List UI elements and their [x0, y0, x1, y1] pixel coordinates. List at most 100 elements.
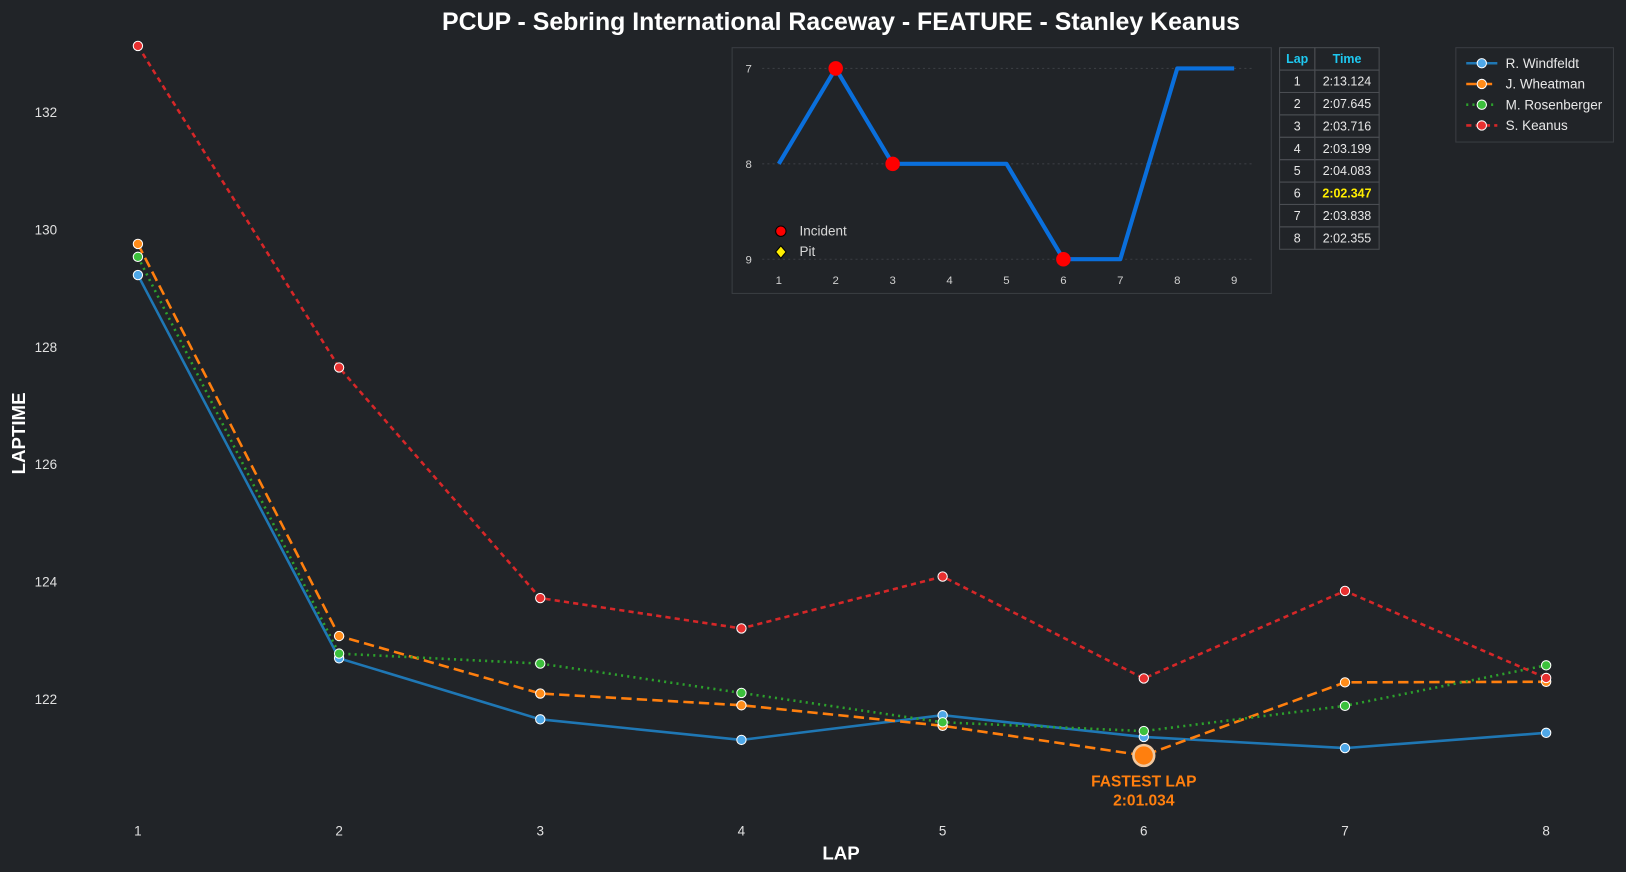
inset-x-tick: 4 [946, 275, 952, 287]
lap-time-cell: 2:07.645 [1323, 97, 1371, 111]
data-point [535, 592, 546, 604]
data-point [1339, 700, 1351, 712]
table-row: 4 2:03.199 [1279, 136, 1380, 161]
legend-entry: S. Keanus [1466, 118, 1568, 133]
lap-time-cell: 2:13.124 [1323, 75, 1371, 89]
lap-time-cell: 2:02.355 [1323, 231, 1371, 245]
incident-marker [828, 61, 843, 76]
lap-number-cell: 2 [1294, 97, 1301, 111]
lap-number-cell: 7 [1294, 209, 1301, 223]
inset-x-tick: 7 [1117, 275, 1123, 287]
series-line [136, 274, 1547, 750]
inset-x-tick: 1 [776, 275, 782, 287]
data-point [736, 700, 747, 711]
data-point [1540, 660, 1552, 671]
fastest-lap-marker [1132, 743, 1156, 768]
legend-entry: R. Windfeldt [1466, 56, 1579, 71]
legend-label: J. Wheatman [1506, 77, 1585, 92]
legend-label: S. Keanus [1506, 118, 1568, 133]
legend-marker [1476, 78, 1487, 90]
incident-legend-label: Incident [800, 223, 847, 238]
data-point [1138, 725, 1149, 737]
series-line [136, 45, 1547, 680]
data-point [1138, 673, 1149, 684]
legend-label: R. Windfeldt [1506, 56, 1580, 71]
inset-y-tick: 7 [746, 64, 752, 76]
data-point [736, 687, 747, 699]
y-tick-label: 130 [35, 222, 57, 237]
table-row: 7 2:03.838 [1279, 203, 1380, 228]
data-point [1339, 677, 1351, 688]
data-point [736, 734, 747, 746]
legend-marker [1476, 58, 1487, 69]
data-point [132, 269, 144, 281]
inset-x-tick: 5 [1003, 275, 1009, 287]
lap-number-cell: 5 [1294, 164, 1301, 178]
y-tick-label: 132 [35, 105, 57, 120]
legend-label: M. Rosenberger [1506, 97, 1603, 112]
pit-legend-icon [774, 244, 787, 259]
series-line [136, 256, 1547, 733]
x-tick-label: 3 [537, 824, 545, 839]
legend-entry: M. Rosenberger [1466, 97, 1603, 112]
x-axis-label: LAP [822, 843, 859, 864]
lap-time-cell: 2:04.083 [1323, 164, 1371, 178]
table-row: 3 2:03.716 [1279, 114, 1380, 138]
inset-x-tick: 6 [1060, 275, 1066, 287]
y-tick-label: 124 [35, 575, 58, 590]
x-tick-label: 1 [134, 824, 142, 839]
series-j-wheatman [132, 238, 1552, 761]
position-line [777, 66, 1235, 262]
legend-marker [1476, 120, 1487, 131]
data-point [535, 714, 546, 725]
y-tick-label: 126 [35, 457, 57, 472]
position-inset: 7 8 9 1 2 3 4 5 6 7 8 9 Incident Pit [731, 47, 1272, 294]
data-point [937, 571, 948, 582]
lap-number-cell: 3 [1294, 119, 1301, 133]
x-tick-label: 6 [1140, 824, 1148, 839]
legend-marker [1476, 99, 1487, 110]
data-point [333, 630, 345, 642]
inset-x-tick: 9 [1231, 275, 1237, 287]
incident-legend-icon [775, 225, 787, 237]
lap-number-cell: 6 [1294, 187, 1301, 201]
data-point [1339, 585, 1351, 597]
table-row: 1 2:13.124 [1279, 69, 1380, 94]
x-tick-label: 8 [1542, 824, 1550, 839]
data-point [535, 658, 546, 669]
x-tick-label: 2 [335, 824, 343, 839]
table-row: 5 2:04.083 [1279, 159, 1380, 183]
fastest-lap-label: FASTEST LAP [1091, 774, 1196, 791]
table-row: 8 2:02.355 [1279, 226, 1380, 250]
legend: R. Windfeldt J. Wheatman M. Rosenberger S. … [1455, 47, 1614, 143]
lap-time-cell: 2:03.838 [1323, 209, 1371, 223]
data-point [1540, 672, 1552, 684]
data-point [1540, 727, 1552, 739]
table-header: Lap [1286, 52, 1309, 66]
table-row: 6 2:02.347 [1279, 181, 1380, 205]
data-point [1339, 742, 1351, 754]
data-point [535, 688, 546, 699]
series-s-keanus [132, 40, 1552, 684]
legend-entry: J. Wheatman [1466, 77, 1585, 92]
x-tick-label: 4 [738, 824, 746, 839]
lap-time-cell: 2:03.716 [1323, 119, 1371, 133]
table-row: 2 2:07.645 [1279, 91, 1380, 116]
lap-time-cell: 2:03.199 [1323, 142, 1371, 156]
lap-time-cell: 2:02.347 [1322, 187, 1371, 201]
data-point [333, 362, 345, 373]
data-point [736, 623, 747, 634]
series-line [136, 243, 1547, 757]
lap-number-cell: 4 [1294, 142, 1301, 156]
pit-legend-label: Pit [800, 244, 816, 259]
x-tick-label: 5 [939, 824, 947, 839]
data-point [937, 717, 948, 728]
chart-title: PCUP - Sebring International Raceway - F… [442, 8, 1240, 36]
incident-marker [1056, 251, 1071, 267]
data-point [132, 40, 144, 52]
series-m-rosenberger [132, 251, 1552, 737]
inset-x-tick: 8 [1174, 275, 1180, 287]
fastest-lap-time: 2:01.034 [1113, 792, 1175, 809]
inset-x-tick: 3 [889, 275, 895, 287]
